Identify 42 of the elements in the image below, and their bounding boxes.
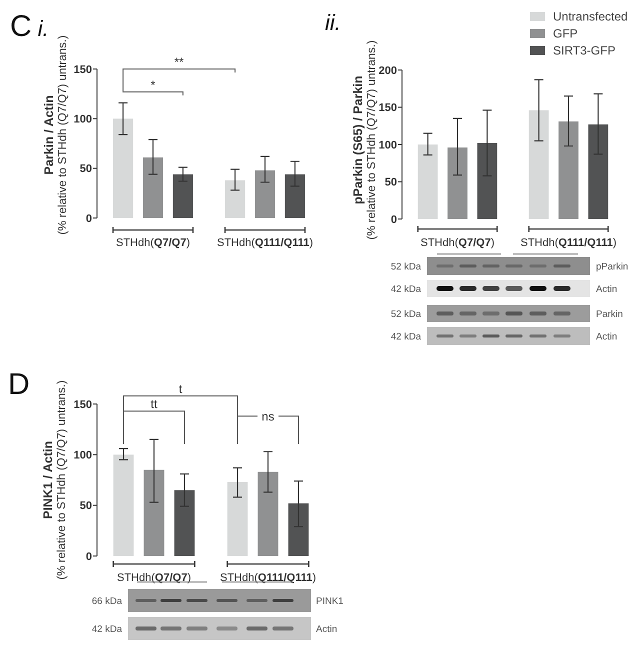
y-tick-label: 200 bbox=[378, 64, 397, 77]
legend-label: Untransfected bbox=[553, 10, 628, 24]
y-tick-label: 0 bbox=[390, 214, 397, 226]
text: 42 kDa bbox=[92, 624, 123, 635]
legend-label: GFP bbox=[553, 26, 578, 41]
annotation: ** bbox=[174, 55, 184, 69]
text: 42 kDa bbox=[390, 331, 422, 342]
text: 42 kDa bbox=[390, 284, 422, 295]
y-tick-label: 150 bbox=[378, 102, 397, 114]
text: Actin bbox=[316, 624, 338, 635]
text: 66 kDa bbox=[92, 596, 123, 607]
text: t bbox=[178, 382, 183, 396]
y-tick-label: 150 bbox=[74, 398, 92, 411]
annotation: * bbox=[150, 78, 156, 92]
x-tick-label: STHdh(Q111/Q111) bbox=[520, 237, 617, 249]
text: 52 kDa bbox=[390, 308, 422, 320]
y-tick-label: 50 bbox=[80, 500, 92, 512]
y-tick-label: 100 bbox=[378, 139, 397, 152]
y-tick-label: 150 bbox=[74, 64, 92, 76]
annotation: ns bbox=[262, 409, 274, 424]
annotation: tt bbox=[150, 397, 158, 412]
y-tick-label: 50 bbox=[80, 163, 92, 176]
y-tick-label: 0 bbox=[86, 550, 92, 563]
text: 52 kDa bbox=[390, 261, 422, 272]
y-axis-title: PINK1 / Actin (% relative to STHdh (Q7/Q7) untrans.) bbox=[41, 380, 68, 580]
legend-label: SIRT3-GFP bbox=[553, 44, 616, 58]
chart-title: D bbox=[8, 368, 30, 401]
y-axis-title: pParkin (S65) / Parkin (% relative to STHdh (Q7/Q7) untrans.) bbox=[351, 40, 378, 240]
x-tick-label: STHdh(Q7/Q7) bbox=[116, 237, 190, 249]
text: Parkin bbox=[596, 308, 623, 320]
y-tick-label: 0 bbox=[86, 212, 92, 225]
y-tick-label: 100 bbox=[74, 114, 92, 126]
x-tick-label: STHdh(Q111/Q111) bbox=[216, 237, 314, 249]
chart-title: ii. bbox=[325, 10, 341, 35]
text: Actin bbox=[596, 331, 618, 342]
text: Actin bbox=[596, 284, 618, 295]
y-tick-label: 100 bbox=[74, 450, 92, 462]
text: pParkin bbox=[596, 261, 628, 272]
text: PINK1 bbox=[316, 596, 344, 607]
x-tick-label: STHdh(Q111/Q111) bbox=[220, 572, 316, 584]
y-tick-label: 50 bbox=[384, 176, 397, 189]
x-tick-label: STHdh(Q7/Q7) bbox=[420, 237, 494, 249]
